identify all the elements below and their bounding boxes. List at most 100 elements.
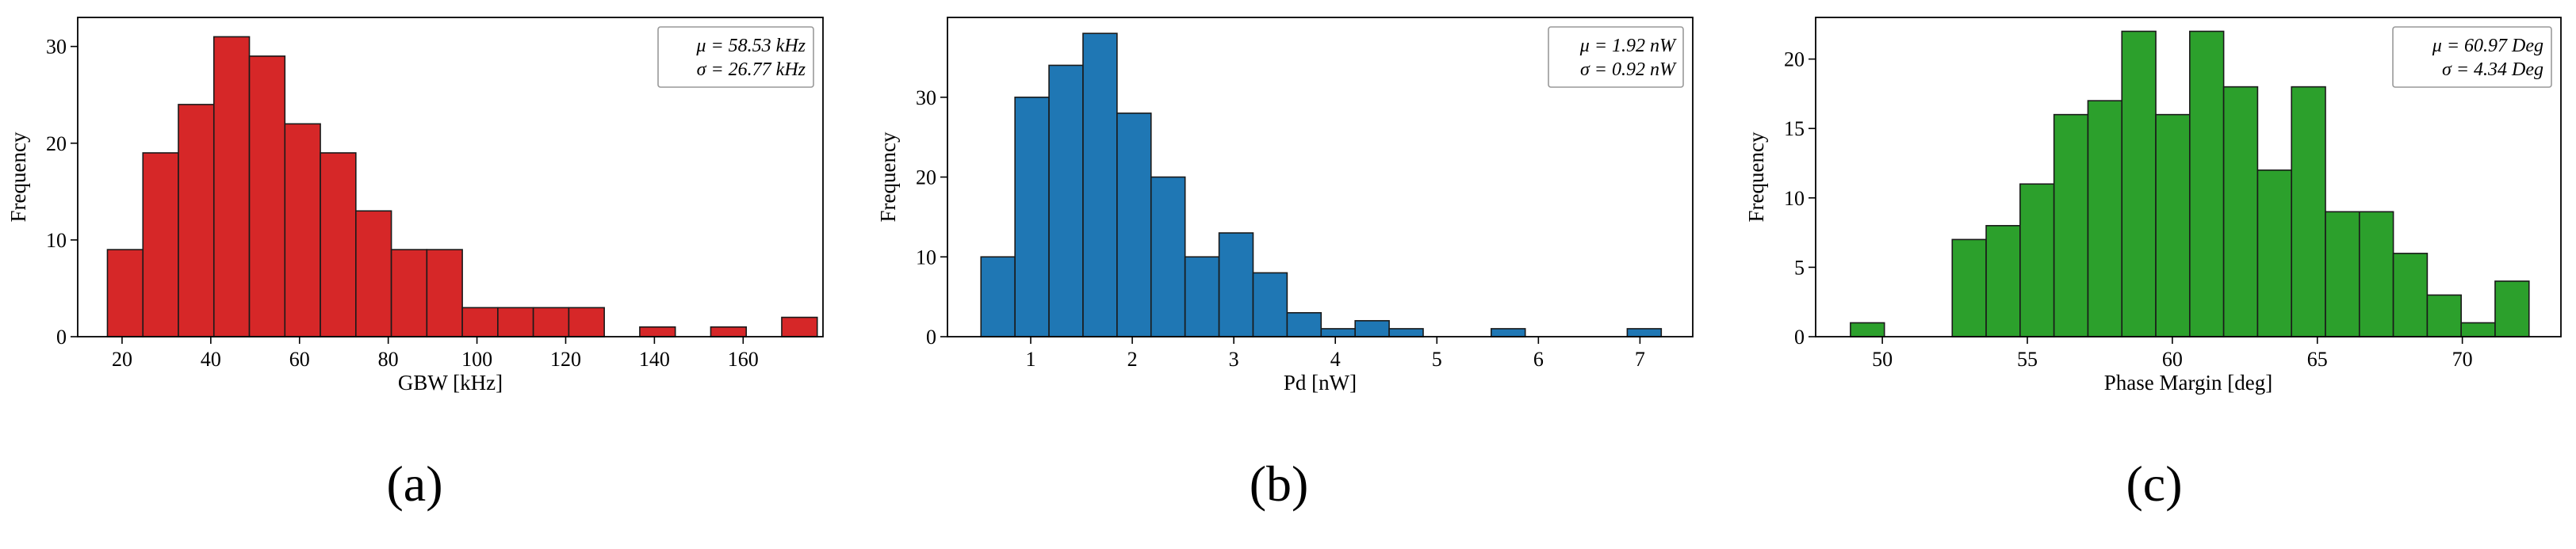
y-tick-label: 20 bbox=[46, 132, 67, 155]
histogram-bar bbox=[2155, 113, 2191, 337]
x-tick-label: 50 bbox=[1872, 348, 1893, 371]
legend-line: μ = 58.53 kHz bbox=[695, 36, 806, 56]
legend-line: σ = 26.77 kHz bbox=[697, 59, 806, 80]
y-tick-label: 30 bbox=[46, 36, 67, 59]
histogram-bar bbox=[1218, 232, 1254, 337]
legend-line: μ = 60.97 Deg bbox=[2432, 36, 2543, 56]
histogram-bar bbox=[1286, 311, 1322, 337]
legend-line: σ = 0.92 nW bbox=[1580, 59, 1677, 80]
y-tick-label: 10 bbox=[1784, 187, 1805, 210]
x-tick-label: 70 bbox=[2452, 348, 2473, 371]
x-tick-label: 5 bbox=[1432, 348, 1442, 371]
x-tick-label: 40 bbox=[201, 348, 221, 371]
histogram-bar bbox=[1150, 176, 1186, 337]
histogram-bar bbox=[532, 307, 570, 337]
histogram-bar bbox=[212, 36, 251, 337]
histogram-bar bbox=[1951, 238, 1987, 337]
legend-line: μ = 1.92 nW bbox=[1579, 36, 1677, 56]
histogram-bar bbox=[1252, 272, 1288, 337]
x-tick-label: 65 bbox=[2307, 348, 2328, 371]
legend-box bbox=[657, 26, 814, 88]
y-tick-label: 0 bbox=[56, 326, 67, 349]
x-axis-ticks: 20 40 60 80 100 120 140 160 bbox=[112, 337, 759, 371]
axes-frame bbox=[1815, 17, 2562, 337]
histogram-bar bbox=[2291, 86, 2326, 337]
histogram-bar bbox=[284, 123, 321, 337]
x-tick-label: 60 bbox=[289, 348, 310, 371]
y-tick-label: 10 bbox=[916, 246, 936, 269]
histogram-bar bbox=[248, 55, 286, 337]
histogram-bar bbox=[781, 316, 818, 337]
y-axis-label: Frequency bbox=[6, 132, 30, 222]
histogram-bar bbox=[1184, 256, 1220, 337]
x-tick-label: 2 bbox=[1127, 348, 1138, 371]
histogram-bar bbox=[1985, 225, 2021, 337]
histogram-bar bbox=[1388, 328, 1424, 337]
histogram-bar bbox=[1626, 328, 1663, 337]
histogram-bar bbox=[1320, 328, 1356, 337]
panel-label: (b) bbox=[1250, 456, 1309, 512]
histogram-bar bbox=[2019, 183, 2055, 337]
x-tick-label: 20 bbox=[112, 348, 132, 371]
histogram-bars bbox=[106, 36, 818, 337]
histogram-bar bbox=[2426, 294, 2462, 337]
x-tick-label: 140 bbox=[639, 348, 670, 371]
stats-legend: μ = 58.53 kHz σ = 26.77 kHz bbox=[657, 26, 814, 88]
x-tick-label: 60 bbox=[2162, 348, 2183, 371]
x-tick-label: 55 bbox=[2017, 348, 2038, 371]
histogram-bar bbox=[2121, 30, 2157, 337]
histogram-bar bbox=[461, 307, 499, 337]
y-axis-ticks: 0 10 20 30 bbox=[46, 36, 78, 349]
legend-box bbox=[1548, 26, 1684, 88]
histogram-bar bbox=[2222, 86, 2259, 337]
x-tick-label: 7 bbox=[1635, 348, 1645, 371]
y-axis-ticks: 0 5 10 15 20 bbox=[1784, 48, 1816, 349]
histogram-bar bbox=[710, 326, 748, 337]
histogram-bar bbox=[2460, 322, 2496, 337]
histogram-bar bbox=[320, 152, 357, 337]
y-tick-label: 10 bbox=[46, 229, 67, 252]
x-tick-label: 80 bbox=[378, 348, 399, 371]
histogram-bar bbox=[1116, 112, 1152, 337]
y-tick-label: 15 bbox=[1784, 117, 1805, 140]
y-tick-label: 30 bbox=[916, 86, 936, 109]
histogram-bar bbox=[142, 152, 179, 337]
histogram-bar bbox=[1082, 32, 1118, 337]
x-axis-label: Pd [nW] bbox=[1284, 371, 1357, 395]
stats-legend: μ = 1.92 nW σ = 0.92 nW bbox=[1548, 26, 1684, 88]
histogram-bar bbox=[1048, 64, 1084, 337]
x-axis-ticks: 1 2 3 4 5 6 7 bbox=[1026, 337, 1645, 371]
axes-frame bbox=[77, 17, 824, 337]
histogram-bar bbox=[2087, 100, 2123, 337]
histogram-bars bbox=[980, 32, 1663, 337]
histogram-bar bbox=[2053, 113, 2089, 337]
histogram-bar bbox=[1850, 322, 1885, 337]
y-axis-ticks: 0 10 20 30 bbox=[916, 86, 947, 349]
chart-panel-3: 50 55 60 65 70 0 5 10 15 20 Phase Margin [deg] Freq… bbox=[1744, 17, 2562, 512]
histogram-bars bbox=[1850, 30, 2530, 337]
histogram-bar bbox=[2189, 30, 2225, 337]
y-tick-label: 20 bbox=[916, 166, 936, 189]
histogram-bar bbox=[1354, 320, 1390, 337]
x-tick-label: 160 bbox=[728, 348, 759, 371]
stats-legend: μ = 60.97 Deg σ = 4.34 Deg bbox=[2392, 26, 2552, 88]
x-axis-label: GBW [kHz] bbox=[398, 371, 503, 395]
histogram-bar bbox=[639, 326, 676, 337]
legend-line: σ = 4.34 Deg bbox=[2442, 59, 2543, 80]
y-tick-label: 0 bbox=[926, 326, 936, 349]
histogram-bar bbox=[106, 249, 144, 337]
histogram-bar bbox=[497, 307, 534, 337]
y-axis-label: Frequency bbox=[1744, 132, 1768, 222]
x-tick-label: 6 bbox=[1533, 348, 1544, 371]
chart-panel-2: 1 2 3 4 5 6 7 0 10 20 30 Pd [nW] Frequency μ = 1.92 n… bbox=[876, 17, 1694, 512]
y-tick-label: 0 bbox=[1794, 326, 1805, 349]
panel-label: (c) bbox=[2126, 456, 2182, 512]
y-axis-label: Frequency bbox=[876, 132, 900, 222]
histogram-bar bbox=[2358, 211, 2394, 337]
x-tick-label: 100 bbox=[461, 348, 492, 371]
histogram-bar bbox=[2494, 280, 2530, 337]
legend-box bbox=[2392, 26, 2552, 88]
histogram-bar bbox=[426, 249, 463, 337]
x-tick-label: 3 bbox=[1229, 348, 1239, 371]
